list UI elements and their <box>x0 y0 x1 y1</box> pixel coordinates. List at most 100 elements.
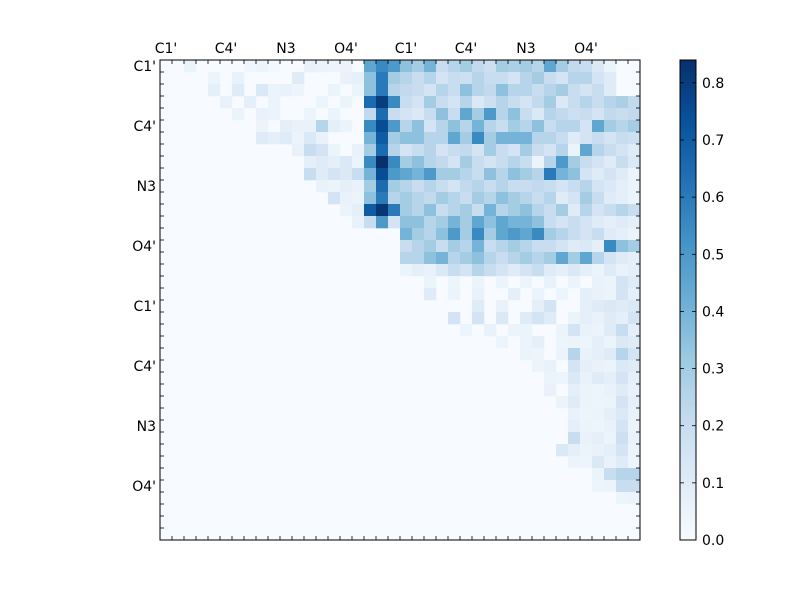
heatmap-cell <box>472 240 485 253</box>
heatmap-cell <box>436 228 449 241</box>
heatmap-cell <box>592 408 605 421</box>
heatmap-cell <box>328 168 341 181</box>
heatmap-cell <box>256 108 269 121</box>
heatmap-cell <box>532 180 545 193</box>
heatmap-cell <box>532 84 545 97</box>
heatmap-cell <box>604 264 617 277</box>
colorbar-gradient <box>679 59 697 541</box>
heatmap-cell <box>256 60 269 73</box>
x-tick-label: O4' <box>334 41 358 57</box>
heatmap-cell <box>580 96 593 109</box>
heatmap-cell <box>304 156 317 169</box>
heatmap-cell <box>364 204 377 217</box>
heatmap-cell <box>592 72 605 85</box>
heatmap-cell <box>568 108 581 121</box>
heatmap-cell <box>448 84 461 97</box>
heatmap-cell <box>604 204 617 217</box>
heatmap-cell <box>460 252 473 265</box>
heatmap-cell <box>424 216 437 229</box>
heatmap-cell <box>580 168 593 181</box>
heatmap-cell <box>268 60 281 73</box>
heatmap-cell <box>520 144 533 157</box>
heatmap-cell <box>604 192 617 205</box>
heatmap-cell <box>292 84 305 97</box>
heatmap-cell <box>604 132 617 145</box>
heatmap-cell <box>580 432 593 445</box>
heatmap-cell <box>568 168 581 181</box>
heatmap-cell <box>388 132 401 145</box>
heatmap-cell <box>256 132 269 145</box>
heatmap-cell <box>628 144 641 157</box>
heatmap-cell <box>496 60 509 73</box>
heatmap-cell <box>436 60 449 73</box>
heatmap-cell <box>472 264 485 277</box>
heatmap-cell <box>592 480 605 493</box>
heatmap-cell <box>484 96 497 109</box>
heatmap-cell <box>364 192 377 205</box>
heatmap-cell <box>376 180 389 193</box>
heatmap-cell <box>580 204 593 217</box>
heatmap-cell <box>340 72 353 85</box>
heatmap-cell <box>568 264 581 277</box>
heatmap-cell <box>544 276 557 289</box>
heatmap-cell <box>580 396 593 409</box>
heatmap-cell <box>532 228 545 241</box>
heatmap-cell <box>412 132 425 145</box>
heatmap-cell <box>508 192 521 205</box>
heatmap-cell <box>448 240 461 253</box>
heatmap-cell <box>604 444 617 457</box>
heatmap-cell <box>352 72 365 85</box>
heatmap-cell <box>532 300 545 313</box>
heatmap-cell <box>364 144 377 157</box>
heatmap-cell <box>424 156 437 169</box>
colorbar-tick-label: 0.2 <box>702 419 724 435</box>
heatmap-cell <box>568 144 581 157</box>
heatmap-cell <box>532 192 545 205</box>
heatmap-cell <box>616 204 629 217</box>
heatmap-cell <box>436 168 449 181</box>
heatmap-cell <box>556 60 569 73</box>
heatmap-cell <box>544 120 557 133</box>
heatmap-cell <box>592 60 605 73</box>
heatmap-cell <box>604 216 617 229</box>
heatmap-cell <box>592 300 605 313</box>
heatmap-cell <box>568 324 581 337</box>
heatmap-cell <box>472 180 485 193</box>
heatmap-cell <box>592 180 605 193</box>
heatmap-cell <box>592 420 605 433</box>
heatmap-cell <box>592 348 605 361</box>
heatmap-cell <box>496 192 509 205</box>
heatmap-cell <box>520 108 533 121</box>
heatmap-cell <box>436 144 449 157</box>
heatmap-cell <box>580 252 593 265</box>
heatmap-cell <box>592 228 605 241</box>
heatmap-cell <box>616 264 629 277</box>
heatmap-cell <box>580 228 593 241</box>
heatmap-cell <box>616 252 629 265</box>
heatmap-cell <box>424 276 437 289</box>
heatmap-cell <box>448 216 461 229</box>
colorbar-tick-label: 0.8 <box>702 76 724 92</box>
heatmap-cell <box>364 180 377 193</box>
heatmap-cell <box>580 216 593 229</box>
heatmap-cell <box>268 108 281 121</box>
heatmap-cell <box>460 60 473 73</box>
heatmap-cell <box>568 348 581 361</box>
y-tick-label: O4' <box>132 479 156 495</box>
colorbar: 0.0 0.1 0.2 0.3 0.4 0.5 0.6 0.7 0.8 <box>679 59 724 549</box>
heatmap-cell <box>592 132 605 145</box>
heatmap-cell <box>544 228 557 241</box>
heatmap-cell <box>460 192 473 205</box>
heatmap-cell <box>556 84 569 97</box>
heatmap-cell <box>628 132 641 145</box>
heatmap-cell <box>604 252 617 265</box>
heatmap-cell <box>628 216 641 229</box>
heatmap-cell <box>460 168 473 181</box>
heatmap-cell <box>400 60 413 73</box>
heatmap-cell <box>544 108 557 121</box>
heatmap-cell <box>328 108 341 121</box>
heatmap-cell <box>472 132 485 145</box>
heatmap-cell <box>532 264 545 277</box>
heatmap-cell <box>592 84 605 97</box>
heatmap-cell <box>424 84 437 97</box>
